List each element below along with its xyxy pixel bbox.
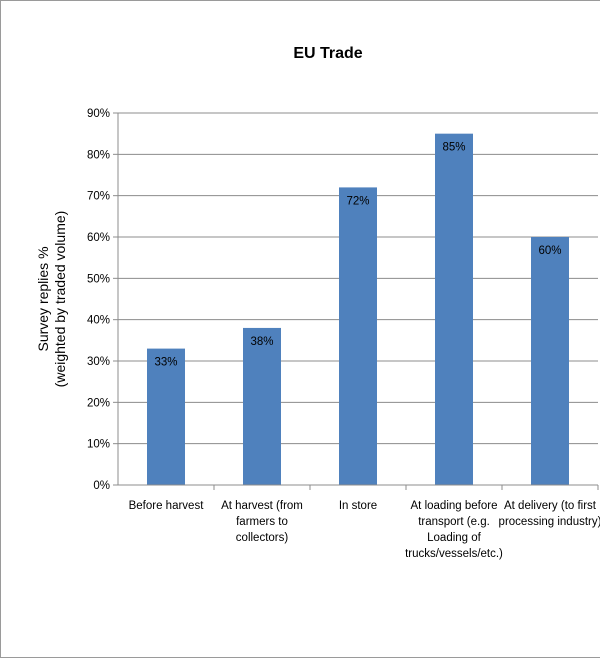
x-category-label-line: At loading before [411, 500, 498, 512]
x-category-label-line: processing industry) [499, 516, 600, 528]
bars [147, 133, 569, 485]
data-label: 38% [250, 336, 273, 348]
axes [113, 112, 599, 490]
y-tick-labels: 0% 10% 20% 30% 40% 50% 60% 70% 80% 90% [87, 108, 110, 492]
y-tick-label: 70% [87, 191, 110, 203]
x-category-label-line: At harvest (from [221, 500, 303, 512]
data-label: 33% [154, 357, 177, 369]
bar [435, 133, 473, 485]
y-axis-title: Survey replies %(weighted by traded volu… [35, 211, 68, 388]
x-category-label-line: transport (e.g. [418, 516, 490, 528]
x-category-label-line: Before harvest [129, 500, 205, 512]
y-tick-label: 50% [87, 273, 110, 285]
bar [147, 348, 185, 485]
y-tick-label: 80% [87, 149, 110, 161]
x-category-label: In store [339, 500, 377, 512]
data-label: 72% [346, 195, 369, 207]
x-category-label-line: farmers to [236, 516, 288, 528]
x-category-label-line: Loading of [427, 532, 482, 544]
x-category-labels: Before harvest At harvest (from farmers to… [129, 500, 600, 560]
y-axis-title-line: Survey replies % [35, 246, 51, 351]
x-category-label: At delivery (to first processing industry… [499, 500, 600, 528]
chart-title: EU Trade [293, 45, 362, 62]
data-label: 60% [538, 245, 561, 257]
y-tick-label: 30% [87, 356, 110, 368]
y-axis-title-line: (weighted by traded volume) [52, 211, 68, 388]
x-category-label: At loading before transport (e.g. Loading … [405, 500, 503, 560]
y-axis-label: Survey replies %(weighted by traded volu… [35, 211, 68, 388]
data-label: 85% [442, 142, 465, 154]
data-labels: 33% 38% 72% 85% 60% [154, 142, 561, 369]
x-category-label-line: trucks/vessels/etc.) [405, 548, 503, 560]
bar [531, 237, 569, 485]
y-tick-label: 0% [93, 480, 110, 492]
y-tick-label: 90% [87, 108, 110, 120]
x-category-label-line: At delivery (to first [504, 500, 597, 512]
y-tick-label: 40% [87, 315, 110, 327]
y-tick-label: 10% [87, 439, 110, 451]
x-category-label-line: In store [339, 500, 377, 512]
x-category-label: At harvest (from farmers to collectors) [221, 500, 303, 544]
bar [243, 327, 281, 485]
x-category-label-line: collectors) [236, 532, 289, 544]
y-tick-label: 60% [87, 232, 110, 244]
x-category-label: Before harvest [129, 500, 205, 512]
y-tick-label: 20% [87, 397, 110, 409]
bar [339, 187, 377, 485]
